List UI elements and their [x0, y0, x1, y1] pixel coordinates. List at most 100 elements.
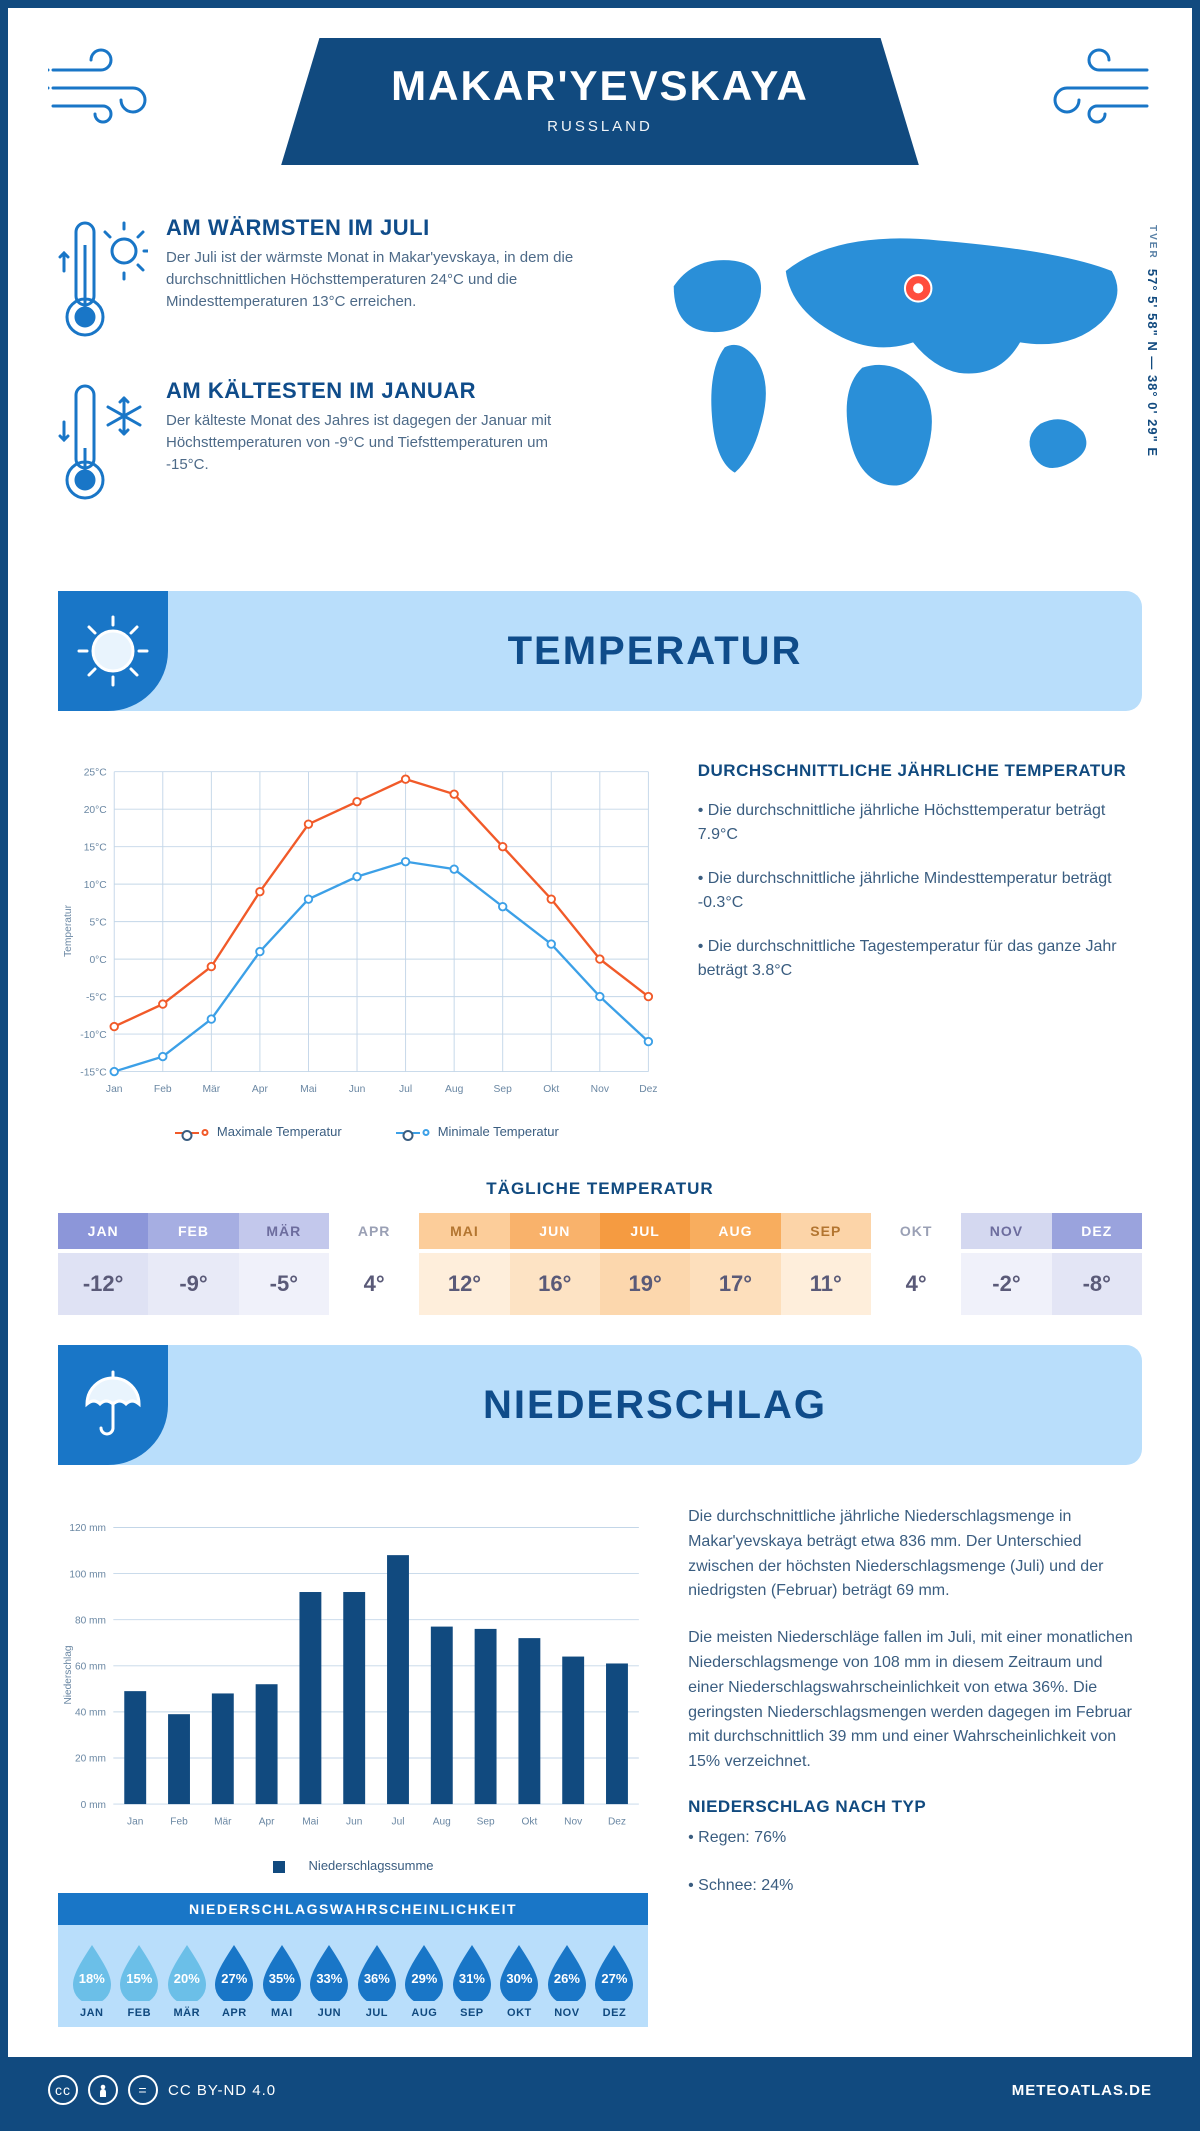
svg-text:20 mm: 20 mm [75, 1754, 106, 1765]
svg-text:Sep: Sep [494, 1084, 513, 1095]
daily-month-value: 16° [510, 1253, 600, 1315]
drop-icon: 27% [211, 1943, 257, 2001]
section-bar-precip: NIEDERSCHLAG [58, 1345, 1142, 1465]
coordinates-label: TVER 57° 5' 58" N — 38° 0' 29" E [1145, 225, 1160, 457]
daily-month-value: 17° [690, 1253, 780, 1315]
precip-prob-cell: 20% MÄR [163, 1943, 211, 2019]
svg-text:0 mm: 0 mm [81, 1800, 106, 1811]
daily-month-value: 4° [871, 1253, 961, 1315]
by-icon [88, 2075, 118, 2105]
precip-paragraph-1: Die durchschnittliche jährliche Niedersc… [688, 1505, 1142, 1604]
precip-prob-cell: 15% FEB [116, 1943, 164, 2019]
daily-month-header: AUG [690, 1213, 780, 1249]
fact-coldest: AM KÄLTESTEN IM JANUAR Der kälteste Mona… [58, 378, 593, 513]
svg-text:-10°C: -10°C [80, 1030, 107, 1041]
precip-prob-heading: NIEDERSCHLAGSWAHRSCHEINLICHKEIT [58, 1893, 648, 1925]
svg-text:60 mm: 60 mm [75, 1661, 106, 1672]
header: MAKAR'YEVSKAYA RUSSLAND [8, 8, 1192, 205]
svg-text:10°C: 10°C [84, 880, 108, 891]
precip-prob-cell: 29% AUG [401, 1943, 449, 2019]
svg-text:Feb: Feb [154, 1084, 172, 1095]
svg-text:120 mm: 120 mm [69, 1523, 106, 1534]
umbrella-icon [58, 1345, 168, 1465]
fact-cold-heading: AM KÄLTESTEN IM JANUAR [166, 378, 593, 404]
precip-prob-cell: 35% MAI [258, 1943, 306, 2019]
precip-by-type-item: • Regen: 76% [688, 1825, 1142, 1851]
drop-icon: 18% [69, 1943, 115, 2001]
daily-month-value: 12° [419, 1253, 509, 1315]
precip-prob-cell: 27% APR [211, 1943, 259, 2019]
daily-month-value: 11° [781, 1253, 871, 1315]
fact-warm-heading: AM WÄRMSTEN IM JULI [166, 215, 593, 241]
drop-icon: 26% [544, 1943, 590, 2001]
daily-month-header: OKT [871, 1213, 961, 1249]
svg-text:Nov: Nov [564, 1816, 583, 1827]
svg-text:Jun: Jun [349, 1084, 366, 1095]
svg-text:Jan: Jan [127, 1816, 143, 1827]
precip-prob-cell: 30% OKT [496, 1943, 544, 2019]
daily-month-header: JUL [600, 1213, 690, 1249]
precip-paragraph-2: Die meisten Niederschläge fallen im Juli… [688, 1626, 1142, 1775]
svg-text:Jun: Jun [346, 1816, 362, 1827]
precip-by-type-heading: NIEDERSCHLAG NACH TYP [688, 1797, 1142, 1817]
svg-text:Aug: Aug [445, 1084, 464, 1095]
drop-icon: 33% [306, 1943, 352, 2001]
svg-text:5°C: 5°C [89, 917, 107, 928]
temperature-line-chart: -15°C-10°C-5°C0°C5°C10°C15°C20°C25°CJanF… [58, 751, 658, 1139]
daily-month-value: -2° [961, 1253, 1051, 1315]
fact-warmest: AM WÄRMSTEN IM JULI Der Juli ist der wär… [58, 215, 593, 350]
svg-text:Aug: Aug [433, 1816, 451, 1827]
svg-text:0°C: 0°C [89, 955, 107, 966]
location-pin-icon [905, 275, 931, 301]
svg-text:-15°C: -15°C [80, 1067, 107, 1078]
precip-prob-cell: 31% SEP [448, 1943, 496, 2019]
svg-text:100 mm: 100 mm [69, 1569, 106, 1580]
footer: cc = CC BY-ND 4.0 METEOATLAS.DE [8, 2057, 1192, 2123]
svg-text:Sep: Sep [477, 1816, 495, 1827]
drop-icon: 27% [591, 1943, 637, 2001]
svg-text:Jan: Jan [106, 1084, 123, 1095]
daily-temp-value-row: -12°-9°-5°4°12°16°19°17°11°4°-2°-8° [58, 1253, 1142, 1315]
thermometer-sun-icon [58, 215, 148, 350]
precip-probability-panel: NIEDERSCHLAGSWAHRSCHEINLICHKEIT 18% JAN … [58, 1893, 648, 2027]
infographic-container: MAKAR'YEVSKAYA RUSSLAND AM WÄRMSTEN IM J… [0, 0, 1200, 2131]
daily-month-value: -5° [239, 1253, 329, 1315]
svg-text:Dez: Dez [608, 1816, 626, 1827]
daily-month-header: DEZ [1052, 1213, 1142, 1249]
svg-text:Jul: Jul [392, 1816, 405, 1827]
temp-summary-bullet: • Die durchschnittliche jährliche Mindes… [698, 867, 1142, 915]
svg-text:80 mm: 80 mm [75, 1615, 106, 1626]
daily-month-header: MÄR [239, 1213, 329, 1249]
svg-text:-5°C: -5°C [86, 992, 107, 1003]
daily-month-value: -12° [58, 1253, 148, 1315]
svg-text:Okt: Okt [522, 1816, 538, 1827]
svg-text:Dez: Dez [639, 1084, 657, 1095]
drop-icon: 35% [259, 1943, 305, 2001]
svg-text:20°C: 20°C [84, 805, 108, 816]
svg-text:Jul: Jul [399, 1084, 412, 1095]
drop-icon: 15% [116, 1943, 162, 2001]
drop-icon: 29% [401, 1943, 447, 2001]
temperature-legend: Maximale TemperaturMinimale Temperatur [58, 1124, 658, 1139]
precip-bar-chart: 0 mm20 mm40 mm60 mm80 mm100 mm120 mmNied… [58, 1505, 648, 1873]
svg-text:Temperatur: Temperatur [63, 904, 74, 957]
section-bar-temperature: TEMPERATUR [58, 591, 1142, 711]
sun-icon [58, 591, 168, 711]
daily-month-header: SEP [781, 1213, 871, 1249]
precip-prob-cell: 33% JUN [306, 1943, 354, 2019]
nd-icon: = [128, 2075, 158, 2105]
title-block: MAKAR'YEVSKAYA RUSSLAND [281, 38, 919, 165]
svg-text:Mär: Mär [202, 1084, 220, 1095]
svg-text:Mär: Mär [214, 1816, 232, 1827]
precip-prob-cell: 36% JUL [353, 1943, 401, 2019]
drop-icon: 30% [496, 1943, 542, 2001]
daily-month-header: JAN [58, 1213, 148, 1249]
temp-summary-bullet: • Die durchschnittliche jährliche Höchst… [698, 799, 1142, 847]
cc-icon: cc [48, 2075, 78, 2105]
drop-icon: 20% [164, 1943, 210, 2001]
wind-icon [48, 48, 158, 133]
drop-icon: 31% [449, 1943, 495, 2001]
world-map: TVER 57° 5' 58" N — 38° 0' 29" E [633, 215, 1142, 541]
daily-month-value: 19° [600, 1253, 690, 1315]
daily-month-value: -8° [1052, 1253, 1142, 1315]
